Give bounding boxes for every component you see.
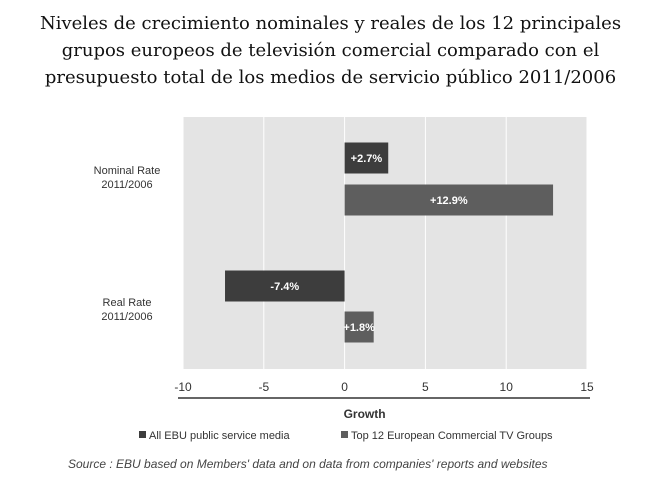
x-tick-label: 0 [341, 380, 348, 394]
category-label: 2011/2006 [101, 179, 152, 191]
title-line-3: presupuesto total de los medios de servi… [44, 67, 617, 88]
bar-ebu-real [225, 270, 345, 302]
x-tick-label: -10 [174, 380, 192, 394]
category-label: 2011/2006 [101, 311, 152, 323]
data-label: +2.7% [351, 153, 383, 165]
bar-top12-real [344, 311, 374, 343]
x-tick-label: 5 [422, 380, 429, 394]
x-tick-label: -5 [258, 380, 269, 394]
x-tick-label: 15 [580, 380, 594, 394]
x-axis-label: Growth [344, 407, 386, 421]
x-tick-label: 10 [500, 380, 514, 394]
legend-label: Top 12 European Commercial TV Groups [351, 430, 553, 442]
data-label: +12.9% [430, 195, 468, 207]
source-note: Source : EBU based on Members' data and … [68, 457, 548, 471]
title-line-1: Niveles de crecimiento nominales y reale… [39, 13, 622, 34]
category-labels: Nominal Rate 2011/2006 Real Rate 2011/2006 [94, 165, 161, 323]
x-tick-labels: -10 -5 0 5 10 15 [174, 380, 594, 394]
legend-swatch [341, 431, 348, 438]
title-line-2: grupos europeos de televisión comercial … [61, 40, 600, 61]
chart-title: Niveles de crecimiento nominales y reale… [0, 10, 661, 91]
category-label: Nominal Rate [94, 165, 161, 177]
legend-label: All EBU public service media [149, 430, 290, 442]
bar-ebu-nominal [344, 142, 389, 174]
legend-swatch [139, 431, 146, 438]
bars: +2.7% -7.4% +12.9% +1.8% [225, 142, 554, 343]
category-label: Real Rate [103, 297, 152, 309]
data-label: +1.8% [343, 322, 375, 334]
bar-top12-nominal [344, 184, 554, 216]
legend: All EBU public service media Top 12 Europ… [139, 430, 553, 442]
data-label: -7.4% [270, 281, 299, 293]
